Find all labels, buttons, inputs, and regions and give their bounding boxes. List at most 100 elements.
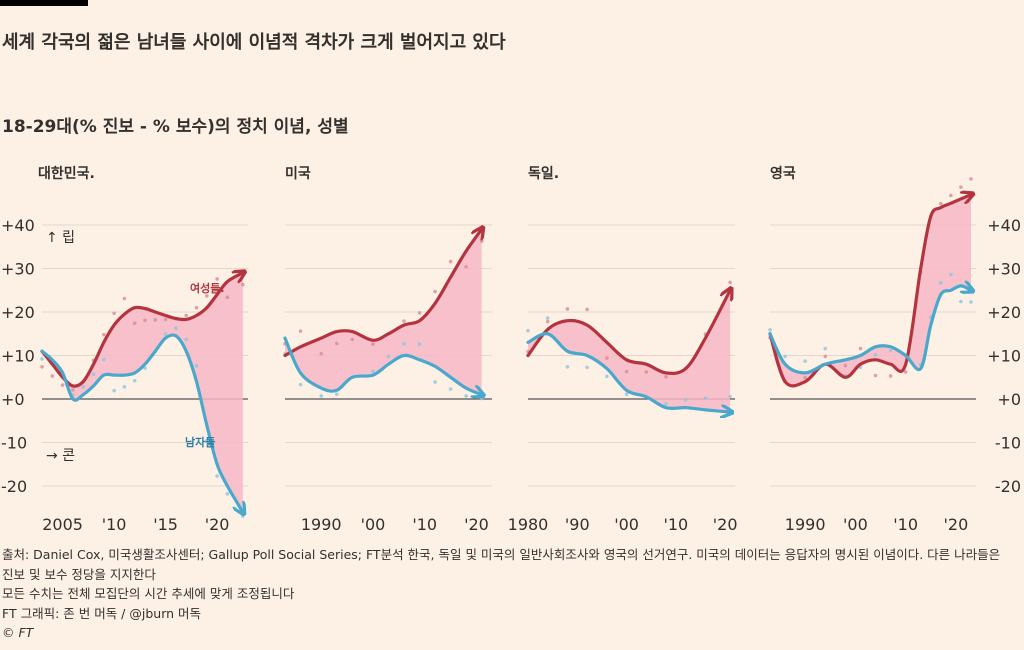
y-tick-label: +30	[1, 260, 35, 279]
men-line	[283, 336, 482, 395]
men-dot	[803, 359, 807, 363]
men-dot	[215, 474, 219, 478]
men-dot	[479, 396, 484, 401]
women-dot	[433, 289, 437, 294]
men-dot	[526, 328, 530, 333]
men-dot	[939, 281, 943, 285]
men-dot	[768, 328, 772, 332]
women-dot	[205, 294, 209, 298]
y-tick-label: +20	[1, 303, 35, 322]
x-tick-label: '00	[843, 515, 868, 534]
men-dot	[122, 385, 127, 389]
women-dot	[605, 356, 609, 360]
men-dot	[683, 398, 688, 402]
women-dot	[949, 193, 953, 198]
men-dot	[703, 396, 708, 400]
women-dot	[939, 201, 943, 206]
men-dot	[823, 346, 828, 351]
women-dot	[371, 342, 375, 346]
x-tick-label: '90	[565, 515, 590, 534]
women-dot	[184, 313, 188, 318]
women-dot	[624, 369, 629, 374]
men-dot	[319, 394, 324, 398]
x-tick-label: '20	[944, 515, 969, 534]
women-dot	[417, 311, 422, 315]
source-note: 출처: Daniel Cox, 미국생활조사센터; Gallup Poll So…	[2, 547, 1001, 582]
women-dot	[565, 307, 570, 311]
x-tick-label: '20	[205, 515, 230, 534]
women-dot	[163, 317, 168, 322]
women-dot	[479, 239, 484, 243]
women-series-label: 여성들.	[190, 281, 225, 295]
men-dot	[959, 299, 963, 304]
gap-area	[528, 290, 731, 413]
x-tick-label: 2005	[42, 515, 83, 534]
men-dot	[102, 357, 106, 362]
women-line	[283, 229, 482, 358]
x-tick-label: '10	[102, 515, 127, 534]
women-dot	[241, 282, 245, 287]
men-dot	[334, 392, 339, 397]
y-tick-label: +10	[1, 347, 35, 366]
x-tick-label: '20	[464, 515, 489, 534]
women-line	[768, 195, 971, 388]
women-dot	[664, 375, 668, 379]
men-dot	[949, 272, 953, 277]
y-tick-label: +30	[987, 260, 1021, 279]
men-dot	[205, 438, 209, 443]
men-dot	[371, 369, 375, 373]
women-dot	[298, 329, 303, 333]
women-dot	[350, 337, 355, 342]
women-dot	[803, 375, 807, 380]
men-dot	[585, 365, 589, 370]
panel-4: 영국 1990 '00 '10 '20 +40 +30 +20 +10 +0 -10 -20	[768, 165, 1021, 534]
y-tick-label: -10	[1, 434, 27, 453]
men-dot	[433, 380, 437, 384]
x-tick-label: '10	[663, 515, 688, 534]
women-dot	[858, 346, 863, 351]
gender-gap-chart: 대한민국. 2005 '10 '15 '20 +40 +30 +20 +10 +0 -10 -20 미국…	[1, 165, 1021, 534]
women-line	[40, 273, 243, 388]
headline: 세계 각국의 젊은 남녀들 사이에 이념적 격차가 크게 벌어지고 있다	[2, 32, 506, 53]
y-tick-label: +40	[987, 216, 1021, 235]
country-title: 대한민국.	[38, 165, 95, 182]
men-dot	[225, 492, 230, 496]
women-dot	[873, 373, 878, 378]
men-series-label: 남자들	[185, 435, 215, 449]
men-dot	[184, 337, 188, 342]
x-tick-label: '20	[713, 515, 738, 534]
country-title: 영국	[770, 165, 796, 182]
women-dot	[969, 177, 973, 181]
women-dot	[122, 296, 127, 301]
women-dot	[959, 185, 963, 189]
y-tick-label: +40	[1, 216, 35, 235]
x-tick-label: '10	[893, 515, 918, 534]
men-dot	[624, 392, 629, 397]
women-line	[526, 290, 730, 375]
subheadline: 18-29대(% 진보 - % 보수)의 정치 이념, 성별	[2, 117, 349, 137]
women-dot	[215, 277, 219, 281]
y-tick-label: -10	[995, 434, 1021, 453]
men-dot	[174, 326, 178, 330]
liberal-direction-label: ↑ 립	[46, 230, 75, 246]
panel-3: 독일. 1980 '90 '00 '10 '20	[508, 166, 738, 534]
men-dot	[783, 354, 787, 359]
y-tick-label: -20	[995, 477, 1021, 496]
men-dot	[565, 365, 570, 369]
men-line	[526, 332, 730, 412]
women-dot	[71, 388, 75, 392]
men-dot	[664, 401, 668, 406]
x-tick-label: '15	[153, 515, 178, 534]
x-tick-label: 1990	[785, 515, 826, 534]
men-line	[768, 286, 971, 375]
x-tick-label: '10	[412, 515, 437, 534]
men-dot	[194, 364, 199, 368]
footer: 출처: Daniel Cox, 미국생활조사센터; Gallup Poll So…	[2, 545, 1002, 643]
x-tick-label: '00	[361, 515, 386, 534]
women-dot	[153, 318, 158, 322]
women-dot	[225, 295, 230, 300]
women-dot	[143, 318, 147, 323]
women-dot	[334, 341, 339, 346]
country-title: 독일.	[528, 166, 559, 182]
men-dot	[417, 342, 422, 346]
